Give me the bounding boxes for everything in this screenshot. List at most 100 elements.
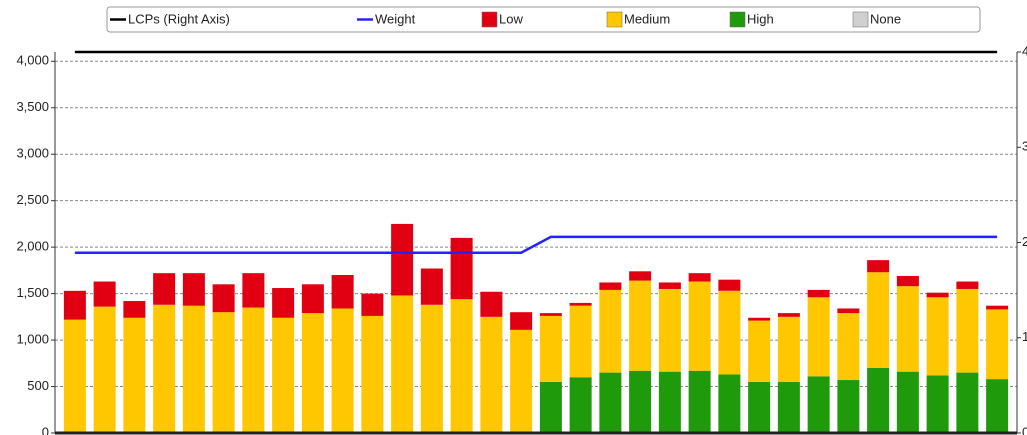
bar-segment xyxy=(361,293,384,316)
bar-segment xyxy=(331,275,354,309)
bar-segment xyxy=(867,272,890,368)
bar-segment xyxy=(123,317,146,433)
bar-segment xyxy=(450,299,473,433)
bar-segment xyxy=(599,372,622,433)
legend-swatch xyxy=(852,11,869,28)
bar-segment xyxy=(450,237,473,300)
y-tick-label: 3,000 xyxy=(16,146,49,161)
bar-segment xyxy=(629,370,652,433)
bar-segment xyxy=(837,380,860,433)
bar-segment xyxy=(896,286,919,372)
legend-label: Weight xyxy=(375,11,416,26)
bar-segment xyxy=(837,313,860,381)
bar-segment xyxy=(182,273,205,306)
legend-swatch xyxy=(729,11,746,28)
bar-segment xyxy=(93,306,116,433)
bar-segment xyxy=(569,305,592,378)
y-tick-label: 1,500 xyxy=(16,285,49,300)
bar-segment xyxy=(748,381,771,433)
bar-segment xyxy=(629,280,652,371)
bar-segment xyxy=(391,295,414,433)
bar-segment xyxy=(777,313,800,317)
bar-segment xyxy=(867,367,890,433)
bar-segment xyxy=(153,273,176,305)
bar-segment xyxy=(212,312,235,433)
bar-segment xyxy=(658,288,681,372)
y-tick-label: 1,000 xyxy=(16,332,49,347)
bar-segment xyxy=(391,223,414,296)
bar-segment xyxy=(896,275,919,287)
legend-label: High xyxy=(747,11,774,26)
bar-segment xyxy=(956,281,979,289)
bar-segment xyxy=(480,316,503,433)
bar-segment xyxy=(629,271,652,281)
legend-label: LCPs (Right Axis) xyxy=(128,11,230,26)
bar-segment xyxy=(926,292,949,298)
bar-segment xyxy=(956,288,979,373)
bar-segment xyxy=(718,279,741,291)
bar-segment xyxy=(718,374,741,433)
legend-label: Low xyxy=(499,11,523,26)
bar-segment xyxy=(748,320,771,382)
bar-segment xyxy=(688,273,711,282)
bar-segment xyxy=(986,309,1009,380)
bar-segment xyxy=(539,381,562,433)
bar-segment xyxy=(688,281,711,371)
bar-segment xyxy=(361,315,384,433)
y2-tick-label: 2 xyxy=(1022,234,1027,249)
bar-segment xyxy=(510,329,533,433)
bar-segment xyxy=(658,371,681,433)
bar-segment xyxy=(926,297,949,376)
bar-segment xyxy=(777,316,800,382)
bar-segment xyxy=(688,370,711,433)
y2-tick-label: 3 xyxy=(1022,139,1027,154)
bar-segment xyxy=(926,375,949,433)
bar-segment xyxy=(896,371,919,433)
bar-segment xyxy=(272,317,295,433)
bar-segment xyxy=(301,284,324,314)
bar-segment xyxy=(63,290,86,320)
y-tick-label: 500 xyxy=(27,378,49,393)
bar-segment xyxy=(569,377,592,433)
bar-segment xyxy=(718,290,741,375)
bar-segment xyxy=(153,304,176,433)
bar-segment xyxy=(539,313,562,316)
y-tick-label: 2,500 xyxy=(16,192,49,207)
bar-segment xyxy=(420,268,443,305)
legend-swatch xyxy=(606,11,623,28)
legend-box xyxy=(106,6,981,33)
legend-swatch xyxy=(481,11,498,28)
bar-segment xyxy=(986,305,1009,310)
y-tick-label: 2,000 xyxy=(16,239,49,254)
bar-segment xyxy=(599,289,622,373)
bar-segment xyxy=(272,288,295,318)
bar-segment xyxy=(956,372,979,433)
bar-segment xyxy=(331,308,354,433)
bar-segment xyxy=(301,313,324,433)
bar-segment xyxy=(986,379,1009,433)
bar-segment xyxy=(123,301,146,318)
y-tick-label: 3,500 xyxy=(16,99,49,114)
bar-segment xyxy=(242,273,265,308)
bar-segment xyxy=(569,302,592,306)
bar-segment xyxy=(807,297,830,377)
y-tick-label: 4,000 xyxy=(16,53,49,68)
bar-segment xyxy=(539,315,562,382)
series-line xyxy=(74,235,998,254)
bar-segment xyxy=(212,284,235,313)
bar-segment xyxy=(867,260,890,273)
bar-segment xyxy=(480,291,503,317)
bar-segment xyxy=(63,319,86,433)
legend-label: None xyxy=(870,11,901,26)
bar-segment xyxy=(748,317,771,321)
bar-segment xyxy=(182,305,205,433)
bar-segment xyxy=(807,376,830,433)
bar-segment xyxy=(93,281,116,307)
bar-segment xyxy=(420,304,443,433)
bar-segment xyxy=(510,312,533,330)
y2-tick-label: 1 xyxy=(1022,329,1027,344)
y-tick-label: 0 xyxy=(42,424,49,435)
y2-tick-label: 4 xyxy=(1022,43,1027,58)
bar-segment xyxy=(837,308,860,314)
